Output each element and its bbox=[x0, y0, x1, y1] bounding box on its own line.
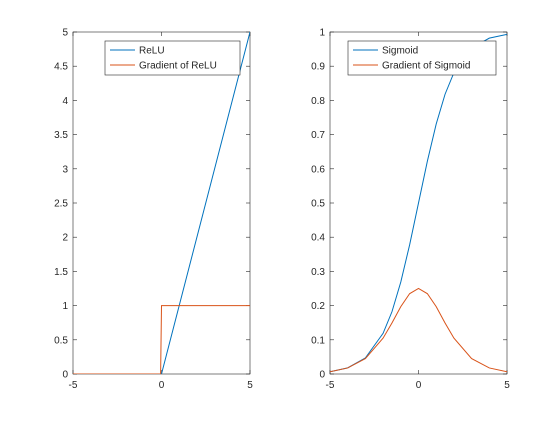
y-tick-label: 0.6 bbox=[311, 164, 325, 175]
y-tick-label: 0.5 bbox=[311, 199, 325, 210]
x-tick-label: -5 bbox=[69, 380, 78, 391]
x-tick-label: 5 bbox=[247, 380, 253, 391]
y-tick-label: 4.5 bbox=[54, 62, 68, 73]
series-line-gradient-of-relu bbox=[73, 305, 250, 374]
y-tick-label: 4 bbox=[62, 96, 68, 107]
y-tick-label: 0.4 bbox=[311, 233, 325, 244]
y-tick-label: 1.5 bbox=[54, 267, 68, 278]
legend-box bbox=[347, 40, 497, 76]
legend: Sigmoid Gradient of Sigmoid bbox=[347, 40, 497, 76]
y-tick-label: 3 bbox=[62, 164, 68, 175]
y-tick-label: 0.5 bbox=[54, 335, 68, 346]
chart-panel-2: -5 0 500.10.20.30.40.50.60.70.80.91Sigmoid… bbox=[311, 28, 510, 392]
x-tick-label: 0 bbox=[159, 380, 165, 391]
legend-label: Gradient of Sigmoid bbox=[382, 61, 470, 72]
series-line-gradient-of-sigmoid bbox=[330, 287, 507, 373]
y-tick-label: 1 bbox=[319, 28, 325, 39]
y-tick-label: 0 bbox=[319, 370, 325, 381]
series-line-relu bbox=[73, 32, 250, 374]
y-tick-label: 0.7 bbox=[311, 130, 325, 141]
y-tick-label: 0.3 bbox=[311, 267, 325, 278]
x-tick-label: -5 bbox=[326, 380, 335, 391]
y-tick-label: 2.5 bbox=[54, 199, 68, 210]
y-tick-label: 2 bbox=[62, 233, 68, 244]
y-tick-label: 1 bbox=[62, 301, 68, 312]
legend-label: ReLU bbox=[139, 46, 165, 57]
y-tick-label: 3.5 bbox=[54, 130, 68, 141]
y-tick-label: 0 bbox=[62, 370, 68, 381]
x-tick-label: 5 bbox=[504, 380, 510, 391]
x-tick-label: 0 bbox=[416, 380, 422, 391]
legend-label: Gradient of ReLU bbox=[139, 61, 217, 72]
y-tick-label: 0.2 bbox=[311, 301, 325, 312]
y-tick-label: 0.9 bbox=[311, 62, 325, 73]
y-tick-label: 0.1 bbox=[311, 335, 325, 346]
legend-box bbox=[104, 40, 241, 76]
legend: ReLU Gradient of ReLU bbox=[104, 40, 241, 76]
y-tick-label: 5 bbox=[62, 28, 68, 39]
y-tick-label: 0.8 bbox=[311, 96, 325, 107]
legend-label: Sigmoid bbox=[382, 46, 418, 57]
